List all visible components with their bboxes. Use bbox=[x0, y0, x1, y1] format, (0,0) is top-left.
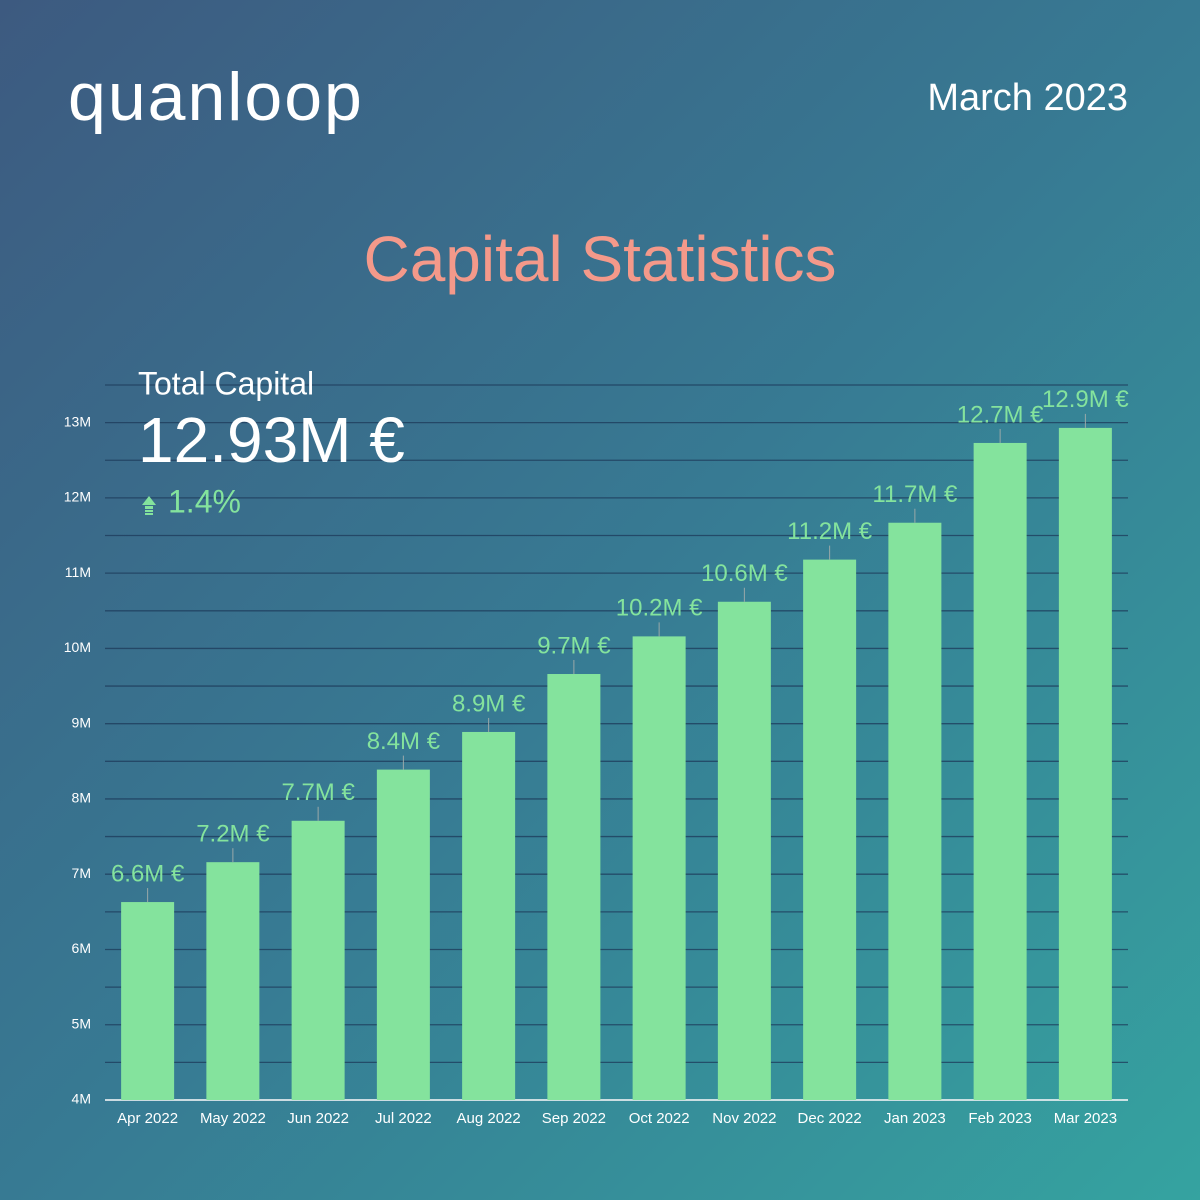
value-label: 8.4M € bbox=[367, 728, 441, 755]
bar bbox=[717, 601, 771, 1100]
x-tick-label: Feb 2023 bbox=[968, 1110, 1031, 1127]
y-tick-label: 8M bbox=[72, 790, 91, 806]
bar bbox=[973, 442, 1027, 1100]
kpi-value: 12.93M € bbox=[138, 404, 405, 476]
value-label: 11.2M € bbox=[787, 518, 873, 545]
y-tick-label: 9M bbox=[72, 714, 91, 730]
x-tick-label: Nov 2022 bbox=[712, 1110, 776, 1127]
bar bbox=[547, 674, 601, 1100]
y-tick-label: 13M bbox=[64, 413, 91, 429]
value-label: 12.7M € bbox=[957, 401, 1044, 428]
bar bbox=[888, 522, 942, 1100]
kpi-change: 1.4% bbox=[168, 483, 241, 519]
x-tick-label: May 2022 bbox=[200, 1110, 266, 1127]
y-tick-label: 5M bbox=[72, 1015, 91, 1031]
value-label: 10.2M € bbox=[616, 595, 703, 622]
up-arrow-icon bbox=[142, 496, 156, 515]
bar bbox=[632, 636, 686, 1100]
value-label: 12.9M € bbox=[1042, 386, 1129, 413]
y-tick-label: 6M bbox=[72, 940, 91, 956]
plot: 4M 5M 6M 7M 8M 9M 10M 11M 12M 13M Apr 2022 6.6M € Ma… bbox=[64, 384, 1129, 1127]
x-tick-label: Apr 2022 bbox=[117, 1110, 178, 1127]
report-date: March 2023 bbox=[927, 77, 1128, 119]
value-label: 10.6M € bbox=[701, 560, 788, 587]
y-tick-label: 12M bbox=[64, 489, 91, 505]
x-tick-label: Jan 2023 bbox=[884, 1110, 946, 1127]
bar bbox=[206, 862, 260, 1100]
x-tick-label: Aug 2022 bbox=[457, 1110, 521, 1127]
bar bbox=[1058, 427, 1112, 1100]
bar bbox=[376, 769, 430, 1100]
value-label: 6.6M € bbox=[111, 860, 185, 887]
value-label: 7.2M € bbox=[196, 821, 270, 848]
value-label: 9.7M € bbox=[537, 632, 611, 659]
bar bbox=[121, 902, 175, 1100]
bar bbox=[462, 731, 516, 1100]
kpi-label: Total Capital bbox=[138, 365, 314, 401]
value-label: 8.9M € bbox=[452, 690, 526, 717]
value-label: 11.7M € bbox=[872, 481, 958, 508]
x-tick-label: Jun 2022 bbox=[287, 1110, 349, 1127]
bar bbox=[291, 820, 345, 1100]
x-tick-label: Mar 2023 bbox=[1054, 1110, 1117, 1127]
y-tick-label: 7M bbox=[72, 865, 91, 881]
x-tick-label: Jul 2022 bbox=[375, 1110, 432, 1127]
y-tick-label: 10M bbox=[64, 639, 91, 655]
bar bbox=[803, 559, 857, 1100]
x-tick-label: Sep 2022 bbox=[542, 1110, 606, 1127]
x-tick-label: Oct 2022 bbox=[629, 1110, 690, 1127]
y-tick-label: 11M bbox=[65, 564, 91, 580]
brand-logo: quanloop bbox=[68, 59, 364, 135]
x-tick-label: Dec 2022 bbox=[798, 1110, 862, 1127]
y-tick-label: 4M bbox=[72, 1091, 91, 1107]
value-label: 7.7M € bbox=[281, 779, 355, 806]
chart-title: Capital Statistics bbox=[363, 223, 836, 295]
